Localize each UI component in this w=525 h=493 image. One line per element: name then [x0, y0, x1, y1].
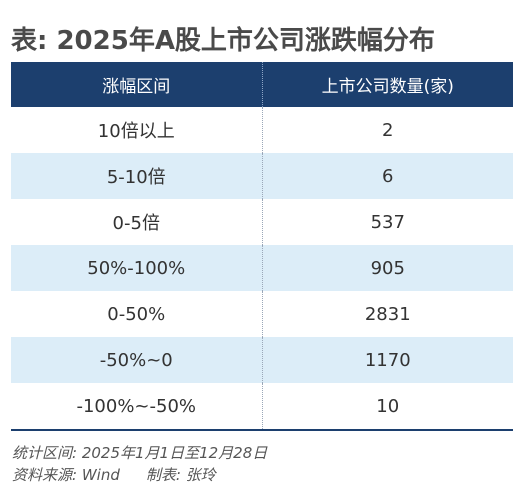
table-bottom-rule: [11, 429, 513, 431]
page-title: 表: 2025年A股上市公司涨跌幅分布: [11, 26, 435, 56]
range-cell: 5-10倍: [11, 153, 263, 199]
author-note: 制表: 张玲: [145, 466, 216, 484]
count-cell: 2: [382, 119, 394, 141]
range-cell: 0-50%: [11, 291, 263, 337]
table-row: 50%-100% 905: [11, 245, 513, 291]
period-note: 统计区间: 2025年1月1日至12月28日: [12, 444, 268, 462]
range-cell: -100%~-50%: [11, 383, 263, 429]
source-line: 资料来源: Wind 制表: 张玲: [12, 464, 267, 486]
range-cell: -50%~0: [11, 337, 263, 383]
header-count: 上市公司数量(家): [321, 77, 454, 97]
table-row: 5-10倍 6: [11, 153, 513, 199]
table-row: 0-50% 2831: [11, 291, 513, 337]
source-note: 资料来源: Wind: [12, 466, 120, 484]
count-cell: 10: [376, 395, 400, 417]
count-cell: 6: [382, 165, 394, 187]
range-cell: 10倍以上: [11, 107, 263, 153]
table-row: -50%~0 1170: [11, 337, 513, 383]
table-row: -100%~-50% 10: [11, 383, 513, 429]
table-row: 10倍以上 2: [11, 107, 513, 153]
count-cell: 537: [370, 211, 405, 233]
range-cell: 50%-100%: [11, 245, 263, 291]
header-range: 涨幅区间: [11, 62, 263, 107]
table-header: 涨幅区间 上市公司数量(家): [11, 62, 513, 107]
count-cell: 905: [370, 257, 405, 279]
distribution-table: 涨幅区间 上市公司数量(家) 10倍以上 2 5-10倍 6 0-5倍 537 …: [11, 62, 513, 431]
table-row: 0-5倍 537: [11, 199, 513, 245]
count-cell: 1170: [364, 349, 411, 371]
table-notes: 统计区间: 2025年1月1日至12月28日 资料来源: Wind 制表: 张玲: [12, 442, 267, 486]
count-cell: 2831: [364, 303, 411, 325]
range-cell: 0-5倍: [11, 199, 263, 245]
